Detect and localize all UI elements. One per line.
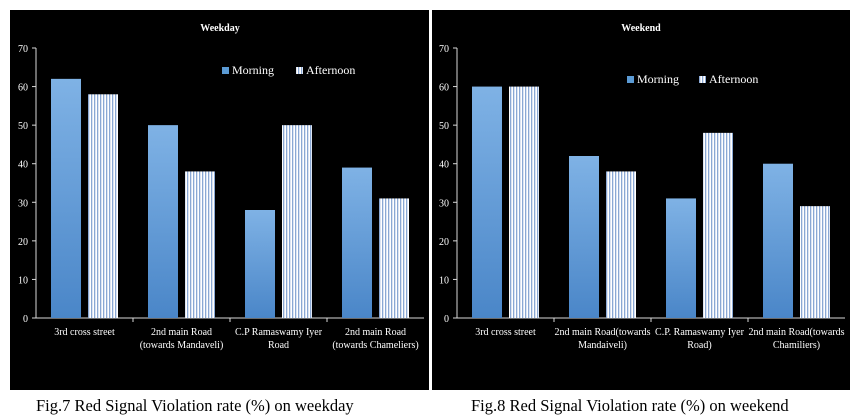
weekend-chart-panel: Weekend 0 10 20 30 40 50 60 70 3rd cross street 2n… xyxy=(432,10,850,390)
weekend-y-tick-label: 0 xyxy=(444,314,449,325)
weekday-y-tick-label: 30 xyxy=(18,198,28,209)
weekday-chart: Weekday 0 10 20 30 40 50 60 70 3rd cross street 2n… xyxy=(18,23,424,351)
weekend-bar-morning xyxy=(569,156,599,318)
weekday-y-tick-label: 10 xyxy=(18,275,28,286)
weekday-legend-label-afternoon: Afternoon xyxy=(306,63,355,77)
weekday-bar-afternoon xyxy=(379,198,409,318)
weekday-bar-morning xyxy=(148,125,178,319)
weekend-legend-label-afternoon: Afternoon xyxy=(709,72,758,86)
weekday-bar-afternoon xyxy=(185,171,215,318)
weekday-bar-morning xyxy=(51,78,81,318)
weekday-y-tick-label: 20 xyxy=(18,237,28,248)
weekend-y-tick-label: 30 xyxy=(439,198,449,209)
weekend-category-label: 2nd main Road(towards xyxy=(748,327,844,338)
weekend-y-tick-label: 20 xyxy=(439,237,449,248)
weekday-category-label: 2nd main Road xyxy=(345,327,406,338)
weekday-category-label: 2nd main Road xyxy=(151,327,212,338)
weekend-bar-afternoon xyxy=(509,86,539,318)
weekday-figure-caption: Fig.7 Red Signal Violation rate (%) on w… xyxy=(36,396,354,415)
weekday-y-tick-label: 70 xyxy=(18,44,28,55)
weekend-category-label: 3rd cross street xyxy=(475,327,536,338)
weekend-category-label: C.P. Ramaswamy Iyer xyxy=(655,327,745,338)
weekend-bar-morning xyxy=(472,86,502,318)
weekday-y-tick-label: 50 xyxy=(18,121,28,132)
weekday-y-tick-label: 0 xyxy=(23,314,28,325)
weekend-y-tick-label: 60 xyxy=(439,83,449,94)
weekday-legend-label-morning: Morning xyxy=(232,63,274,77)
weekend-bar-afternoon xyxy=(606,171,636,318)
weekday-category-label: (towards Mandaveli) xyxy=(140,340,224,351)
weekday-category-label: 3rd cross street xyxy=(54,327,115,338)
weekend-chart-title: Weekend xyxy=(621,23,661,34)
weekday-legend-swatch-morning xyxy=(222,67,229,74)
weekend-category-label: 2nd main Road(towards xyxy=(554,327,650,338)
weekend-bar-morning xyxy=(666,198,696,318)
weekday-bar-morning xyxy=(245,210,275,318)
weekday-legend-swatch-afternoon xyxy=(296,67,303,74)
weekend-y-tick-label: 50 xyxy=(439,121,449,132)
weekend-legend-swatch-morning xyxy=(627,76,634,83)
weekend-figure-caption: Fig.8 Red Signal Violation rate (%) on w… xyxy=(471,396,789,415)
weekday-category-label: C.P Ramaswamy Iyer xyxy=(235,327,323,338)
weekend-legend-label-morning: Morning xyxy=(637,72,679,86)
weekend-y-tick-label: 70 xyxy=(439,44,449,55)
weekend-category-label: Chamiliers) xyxy=(773,340,820,351)
weekend-bar-afternoon xyxy=(703,132,733,318)
weekend-legend-swatch-afternoon xyxy=(699,76,706,83)
weekend-category-label: Mandaiveli) xyxy=(578,340,627,351)
weekday-y-tick-label: 40 xyxy=(18,160,28,171)
weekend-bar-afternoon xyxy=(800,206,830,318)
weekday-bar-afternoon xyxy=(88,94,118,319)
weekend-chart: Weekend 0 10 20 30 40 50 60 70 3rd cross street 2n… xyxy=(439,23,845,351)
weekday-chart-title: Weekday xyxy=(200,23,239,34)
weekend-category-label: Road) xyxy=(687,340,711,351)
weekday-y-tick-label: 60 xyxy=(18,83,28,94)
weekend-y-tick-label: 40 xyxy=(439,160,449,171)
weekday-category-label: Road xyxy=(268,340,289,351)
weekday-chart-panel: Weekday 0 10 20 30 40 50 60 70 3rd cross street 2n… xyxy=(10,10,429,390)
weekend-y-tick-label: 10 xyxy=(439,275,449,286)
weekday-bar-morning xyxy=(342,167,372,318)
weekday-category-label: (towards Chameliers) xyxy=(332,340,418,351)
weekday-bar-afternoon xyxy=(282,125,312,319)
weekend-bar-morning xyxy=(763,163,793,318)
